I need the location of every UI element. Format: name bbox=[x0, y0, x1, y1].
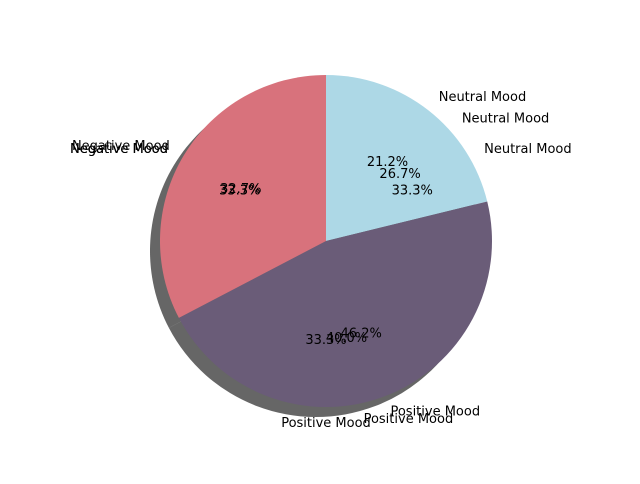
slice-percent-negative-mood: 33.3% bbox=[219, 184, 260, 199]
slice-negative-mood bbox=[159, 75, 326, 318]
slice-label-positive-mood: Positive Mood bbox=[390, 404, 480, 419]
pie-slices-group bbox=[159, 75, 492, 408]
slice-percent-positive-mood: 46.2% bbox=[341, 327, 382, 342]
slice-label-neutral-mood: Neutral Mood bbox=[439, 90, 526, 105]
slice-percent-neutral-mood: 21.2% bbox=[367, 155, 408, 170]
pie-labels-group: Neutral Mood 21.2% Positive Mood 46.2% Negat… bbox=[70, 90, 572, 431]
slice-percent-negative-mood: 33.3% bbox=[219, 184, 260, 199]
slice-label-negative-mood: Negative Mood bbox=[72, 139, 170, 154]
slice-positive-mood bbox=[178, 201, 492, 408]
slice-percent-positive-mood: 40.0% bbox=[326, 331, 367, 346]
slice-label-neutral-mood: Neutral Mood bbox=[462, 111, 550, 126]
slice-percent-neutral-mood: 33.3% bbox=[392, 184, 433, 199]
slice-label-neutral-mood: Neutral Mood bbox=[484, 142, 572, 157]
slice-label-positive-mood: Positive Mood bbox=[281, 416, 371, 431]
slice-label-positive-mood: Positive Mood bbox=[364, 412, 454, 427]
slice-label-negative-mood: Negative Mood bbox=[70, 142, 168, 157]
slice-percent-neutral-mood: 26.7% bbox=[379, 167, 420, 182]
slice-percent-positive-mood: 33.3% bbox=[305, 333, 346, 348]
slice-label-negative-mood: Negative Mood bbox=[70, 142, 168, 157]
slice-percent-negative-mood: 32.7% bbox=[220, 182, 261, 197]
slice-neutral-mood bbox=[326, 75, 488, 241]
